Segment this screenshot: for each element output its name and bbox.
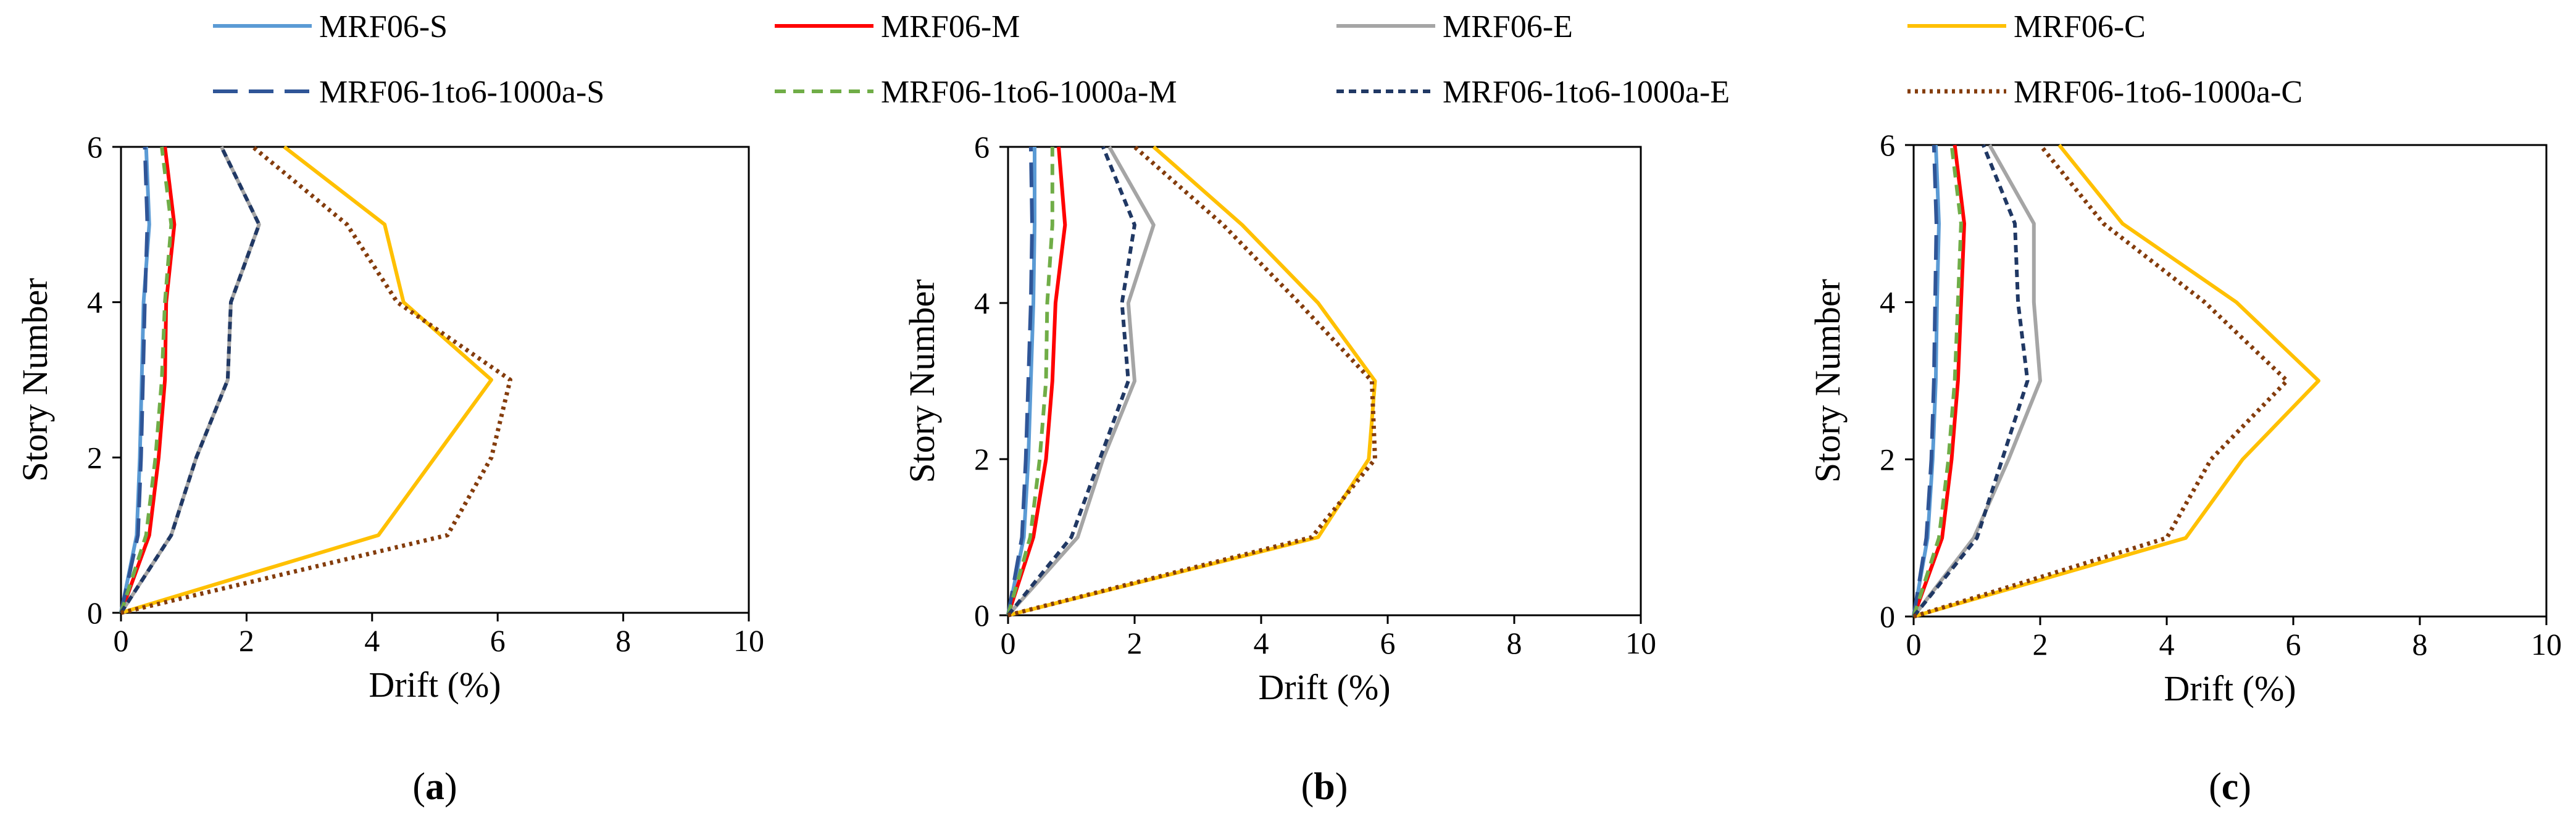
series-line-s5	[119, 146, 149, 613]
y-tick-label: 2	[1880, 442, 1895, 476]
y-tick-label: 6	[1880, 128, 1895, 162]
legend-label-s6: MRF06-1to6-1000a-M	[881, 75, 1177, 110]
series-line-s3	[1006, 146, 1156, 616]
panel-letter: c	[2222, 766, 2239, 808]
series-line-s7	[1006, 146, 1136, 616]
x-tick-label: 10	[1625, 626, 1656, 660]
y-axis-title: Story Number	[15, 278, 55, 481]
x-tick-label: 0	[1001, 626, 1016, 660]
y-tick-label: 6	[87, 130, 102, 164]
series-line-s4	[1913, 144, 2320, 618]
series-line-s2	[119, 146, 177, 614]
series-line-s1	[1006, 147, 1036, 616]
chart-panels: 0 2 4 6 8 10 0 2 4 6 Drift (%) Story Number (a) 0 2 4 6 8…	[15, 128, 2562, 808]
y-tick-label: 2	[974, 442, 990, 476]
legend-label-s8: MRF06-1to6-1000a-C	[2014, 75, 2303, 110]
x-tick-label: 4	[364, 623, 380, 658]
x-axis-title: Drift (%)	[2164, 668, 2296, 708]
plot-frame	[1912, 144, 2548, 618]
series-line-s6	[1912, 144, 1963, 617]
x-axis-title: Drift (%)	[369, 665, 501, 705]
x-tick-label: 8	[1507, 626, 1522, 660]
x-tick-label: 4	[1254, 626, 1269, 660]
x-tick-label: 10	[733, 623, 764, 658]
x-tick-label: 0	[1906, 627, 1922, 662]
series-line-s2	[1006, 146, 1067, 616]
series-line-s3	[1912, 144, 2042, 618]
y-tick-label: 0	[87, 596, 102, 630]
x-tick-label: 8	[615, 623, 631, 658]
legend-label-s5: MRF06-1to6-1000a-S	[319, 75, 604, 110]
x-tick-label: 6	[2286, 627, 2301, 662]
series-line-s6	[1006, 147, 1054, 616]
legend-label-s4: MRF06-C	[2014, 9, 2146, 44]
legend-label-s1: MRF06-S	[319, 9, 448, 44]
panel-letter: a	[425, 766, 444, 808]
series-line-s5	[1912, 144, 1938, 617]
y-axis-title: Story Number	[1807, 279, 1848, 483]
y-tick-label: 0	[1880, 599, 1895, 634]
series-line-s7	[1912, 144, 2030, 618]
chart-panel-a: 0 2 4 6 8 10 0 2 4 6 Drift (%) Story Number (a)	[15, 130, 764, 808]
series-line-s4	[120, 145, 493, 615]
y-tick-label: 4	[1880, 285, 1895, 320]
panel-label: (b)	[1301, 766, 1348, 808]
x-tick-label: 2	[239, 623, 254, 658]
series-line-s4	[1007, 145, 1377, 617]
panel-label: (a)	[412, 766, 457, 808]
series-line-s8	[120, 145, 512, 615]
series-line-s2	[1912, 144, 1966, 618]
x-axis-title: Drift (%)	[1258, 667, 1390, 707]
y-tick-label: 2	[87, 440, 102, 475]
x-tick-label: 0	[114, 623, 129, 658]
x-tick-label: 6	[1380, 626, 1396, 660]
series-line-s6	[119, 146, 173, 613]
panel-letter: b	[1314, 766, 1335, 808]
x-tick-label: 2	[1127, 626, 1143, 660]
y-tick-label: 4	[974, 286, 990, 320]
y-tick-label: 0	[974, 598, 990, 633]
plot-frame	[1007, 146, 1642, 616]
x-tick-label: 4	[2159, 627, 2175, 662]
chart-panel-b: 0 2 4 6 8 10 0 2 4 6 Drift (%) Story Number (b)	[902, 130, 1656, 808]
plot-frame	[120, 146, 750, 614]
panel-label: (c)	[2209, 766, 2251, 808]
y-axis-title: Story Number	[902, 279, 942, 483]
x-tick-label: 2	[2033, 627, 2048, 662]
y-tick-label: 6	[974, 130, 990, 164]
x-tick-label: 8	[2412, 627, 2428, 662]
series-line-s5	[1006, 146, 1034, 616]
x-tick-label: 10	[2531, 627, 2562, 662]
series-line-s8	[1912, 143, 2290, 619]
legend: MRF06-S MRF06-M MRF06-E MRF06-C MRF06-1to6-1…	[213, 9, 2303, 110]
legend-label-s3: MRF06-E	[1443, 9, 1573, 44]
series-line-s8	[1007, 145, 1377, 618]
x-tick-label: 6	[490, 623, 506, 658]
legend-label-s7: MRF06-1to6-1000a-E	[1443, 75, 1730, 110]
chart-panel-c: 0 2 4 6 8 10 0 2 4 6 Drift (%) Story Number (c)	[1807, 128, 2562, 808]
legend-label-s2: MRF06-M	[881, 9, 1020, 44]
series-line-s7	[119, 146, 261, 614]
y-tick-label: 4	[87, 285, 102, 320]
